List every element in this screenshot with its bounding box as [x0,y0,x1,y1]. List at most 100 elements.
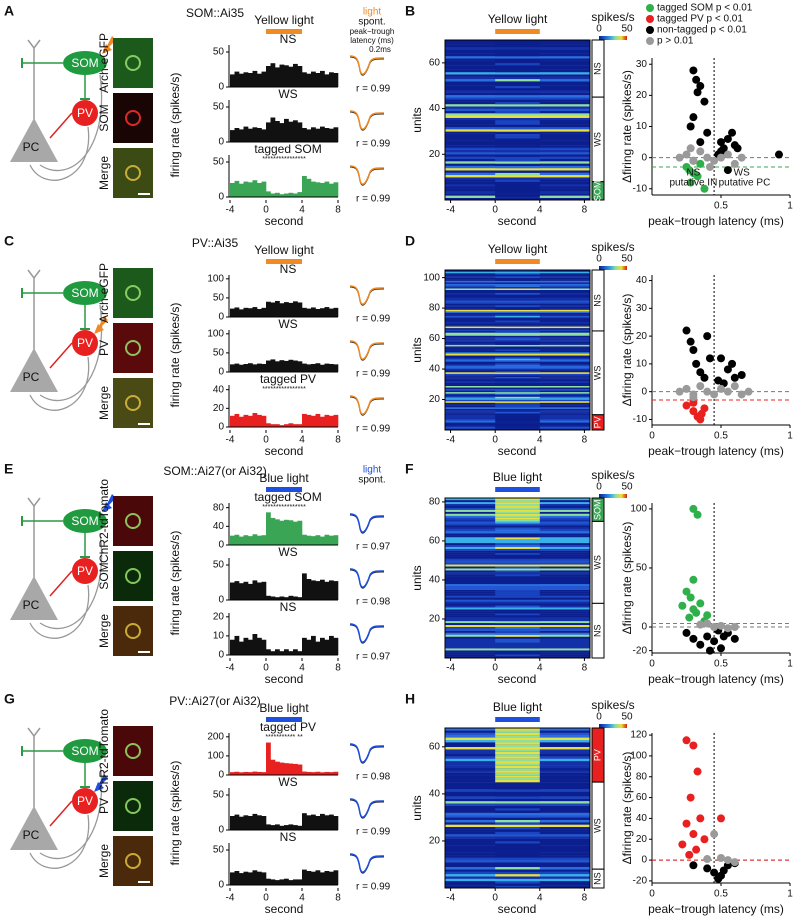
heatmap-light-period [495,282,540,284]
heatmap-light-period [495,113,540,116]
hist-bar [243,72,249,87]
heatmap-light-period [495,295,540,298]
waveform-light [349,853,385,873]
scatter-point [717,138,725,147]
scatter-point [692,608,701,617]
scatter-point [730,373,739,382]
image-label: Merge [97,844,111,878]
hist-bar [266,824,271,830]
hist-bar [293,596,298,600]
hist-bar [275,192,280,197]
x-tick-label: 0 [492,893,498,904]
hist-bar [288,651,294,655]
y-axis-label: firing rate (spikes/s) [168,531,182,636]
heatmap-light-period [495,646,540,649]
micrograph [113,148,153,198]
y-axis-label: units [410,337,424,362]
hist-bar [320,872,325,885]
x-tick-label: 0 [263,435,269,446]
hist-bar [311,772,316,775]
hist-bar [320,813,325,830]
pv-inhibition [49,342,73,369]
heatmap-light-period [495,883,540,886]
heatmap-light-period [495,53,540,57]
hist-bar [234,128,240,142]
heatmap-light-period [495,190,540,194]
hist-bar [293,301,298,317]
x-tick-label: 0.5 [714,201,728,212]
hist-bar [284,424,289,427]
heatmap-light-period [495,824,540,828]
hist-bar [311,363,316,372]
heatmap-light-period [495,843,540,846]
x-tick-label: 8 [335,205,341,216]
scatter-point [703,387,712,396]
heatmap-light-period [495,554,540,557]
colorbar [599,724,627,728]
hist-bar [320,536,325,545]
x-axis-label: second [498,214,537,228]
hist-bar [275,67,280,87]
panel-letter: E [4,461,13,477]
heatmap-light-period [495,161,540,164]
hist-bar [333,414,339,427]
hist-bar [248,872,253,885]
correlation-label: r = 0.99 [356,314,391,325]
x-tick-label: 4 [299,663,305,674]
light-arrow-head [94,782,104,792]
heatmap-light-period [495,165,540,169]
hist-bar [279,825,285,830]
scatter-point [693,510,702,519]
hist-bar [293,193,298,197]
heatmap-light-period [495,426,540,429]
heatmap-light-period [495,94,540,98]
y-tick-label: 20 [636,834,648,845]
scatter-point [723,134,732,143]
heatmap-light-period [495,390,540,393]
hist-bar [230,415,235,427]
pc-label: PC [23,598,40,612]
circuit-schematic: PC SOM PV [10,269,108,411]
y-axis-label: firing rate (spikes/s) [168,73,182,178]
heatmap-light-period [495,391,540,394]
hist-bar [261,415,267,427]
y-tick-label: 100 [207,273,224,284]
hist-bar [284,302,289,317]
colorbar-tick: 50 [621,254,633,265]
heatmap-light-period [495,338,540,341]
hist-bar [284,193,289,197]
hist-bar [252,534,258,545]
colorbar [599,266,627,270]
heatmap-light-period [495,347,540,350]
y-tick-label: 0 [641,152,647,163]
hist-bar [297,520,303,545]
panel-letter: A [4,3,14,19]
correlation-label: r = 0.99 [356,827,391,838]
hist-bar [293,63,298,87]
heatmap-light-period [495,306,540,309]
heatmap-light-period [495,314,540,316]
x-tick-label: 0.5 [714,659,728,670]
heatmap-light-period [495,558,540,561]
hist-bar [275,300,280,317]
hist-bar [288,880,294,885]
scatter-point [730,382,739,391]
hist-bar [302,771,307,775]
waveform-spont [349,286,385,306]
dendrite-tuft [27,497,41,508]
hist-bar [329,871,334,885]
heatmap-light-period [495,585,540,588]
heatmap-light-period [495,634,540,637]
y-tick-label: 100 [207,328,224,339]
y-tick-label: 50 [636,563,648,574]
heatmap-light-period [495,122,540,125]
heatmap-light-period [495,789,540,792]
hist-bar [230,183,235,197]
heatmap-light-period [495,381,540,383]
x-tick-label: 0 [649,659,655,670]
significance-stars: **************** [262,504,306,511]
hist-bar [230,535,235,545]
waveform-note: spont. [358,475,385,486]
hist-bar [261,639,267,655]
hist-label: NS [280,32,297,46]
